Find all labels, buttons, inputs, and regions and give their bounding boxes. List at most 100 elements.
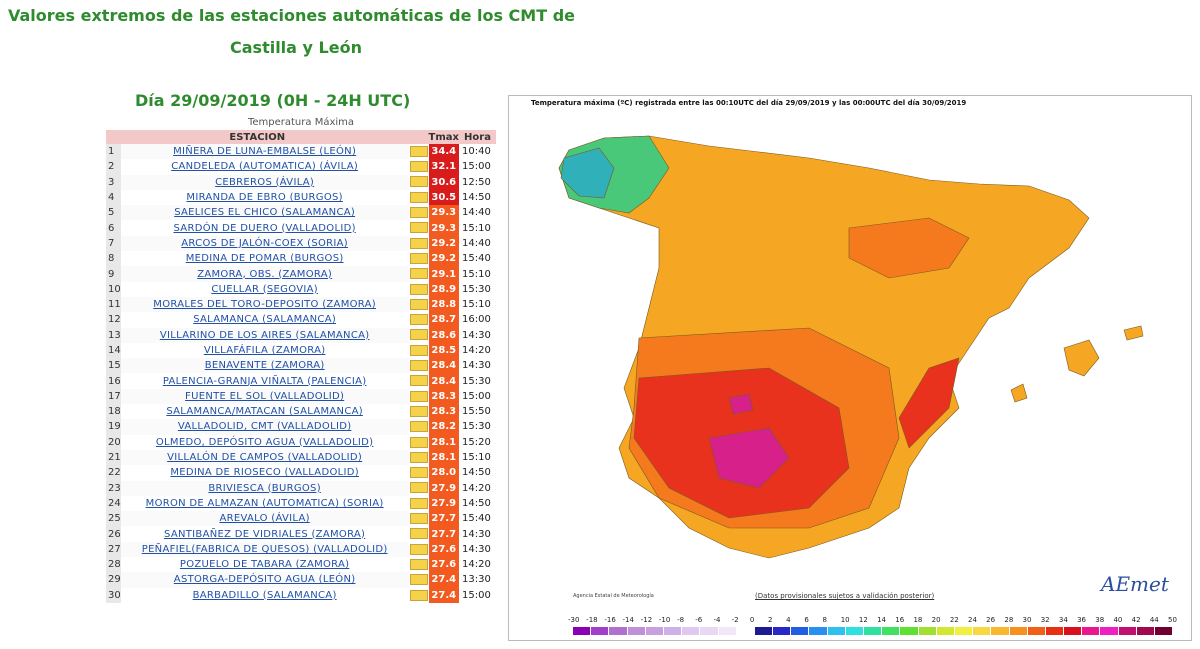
- chart-icon-cell[interactable]: [409, 389, 429, 404]
- station-link[interactable]: MEDINA DE POMAR (BURGOS): [185, 253, 344, 265]
- station-link[interactable]: BARBADILLO (SALAMANCA): [192, 589, 337, 601]
- station-link[interactable]: PEÑAFIEL(FABRICA DE QUESOS) (VALLADOLID): [141, 543, 388, 555]
- station-link[interactable]: MEDINA DE RIOSECO (VALLADOLID): [170, 467, 359, 479]
- temperature-chart-icon[interactable]: [409, 375, 428, 387]
- chart-icon-cell[interactable]: [409, 312, 429, 327]
- temperature-chart-icon[interactable]: [409, 191, 428, 203]
- chart-icon-cell[interactable]: [409, 511, 429, 526]
- temperature-chart-icon[interactable]: [409, 390, 428, 402]
- chart-icon-cell[interactable]: [409, 588, 429, 603]
- temperature-chart-icon[interactable]: [409, 405, 428, 417]
- hora-value: 14:20: [462, 345, 491, 356]
- temperature-chart-icon[interactable]: [409, 436, 428, 448]
- chart-icon-cell[interactable]: [409, 175, 429, 190]
- chart-icon-cell[interactable]: [409, 236, 429, 251]
- temperature-chart-icon[interactable]: [409, 558, 428, 570]
- chart-icon-cell[interactable]: [409, 205, 429, 220]
- chart-icon-cell[interactable]: [409, 251, 429, 266]
- temperature-chart-icon[interactable]: [409, 543, 428, 555]
- station-link[interactable]: MORALES DEL TORO-DEPOSITO (ZAMORA): [153, 299, 376, 311]
- station-link[interactable]: CANDELEDA (AUTOMATICA) (ÁVILA): [171, 161, 359, 173]
- row-number: 20: [106, 434, 121, 450]
- station-link[interactable]: BENAVENTE (ZAMORA): [204, 360, 325, 372]
- station-link[interactable]: OLMEDO, DEPÓSITO AGUA (VALLADOLID): [155, 436, 374, 448]
- station-link[interactable]: VILLAFÁFILA (ZAMORA): [203, 345, 326, 356]
- chart-icon-cell[interactable]: [409, 450, 429, 465]
- station-link[interactable]: ZAMORA, OBS. (ZAMORA): [197, 268, 333, 280]
- chart-icon-cell[interactable]: [409, 343, 429, 358]
- temperature-chart-icon[interactable]: [409, 252, 428, 264]
- temperature-chart-icon[interactable]: [409, 467, 428, 479]
- station-link[interactable]: ARCOS DE JALÓN-COEX (SORIA): [181, 237, 348, 249]
- station-link[interactable]: SALAMANCA (SALAMANCA): [193, 314, 337, 326]
- chart-icon-cell[interactable]: [409, 282, 429, 297]
- station-link[interactable]: POZUELO DE TABARA (ZAMORA): [179, 559, 350, 571]
- chart-icon-cell[interactable]: [409, 557, 429, 572]
- temperature-chart-icon[interactable]: [409, 145, 428, 157]
- temperature-chart-icon[interactable]: [409, 314, 428, 326]
- table-row: 1 MIÑERA DE LUNA-EMBALSE (LEÓN) 34.4 10:40: [106, 144, 496, 160]
- legend-tick-label: 8: [822, 616, 827, 624]
- station-link[interactable]: CEBREROS (ÁVILA): [215, 176, 315, 188]
- station-link[interactable]: MORON DE ALMAZAN (AUTOMATICA) (SORIA): [145, 497, 384, 509]
- temperature-chart-icon[interactable]: [409, 589, 428, 601]
- chart-icon-cell[interactable]: [409, 404, 429, 419]
- station-link[interactable]: SALAMANCA/MATACAN (SALAMANCA): [166, 406, 363, 418]
- station-link[interactable]: SAELICES EL CHICO (SALAMANCA): [174, 207, 356, 219]
- temperature-chart-icon[interactable]: [409, 574, 428, 586]
- station-link[interactable]: MIRANDA DE EBRO (BURGOS): [186, 192, 343, 204]
- station-link[interactable]: CUELLAR (SEGOVIA): [211, 283, 318, 295]
- station-link[interactable]: PALENCIA-GRANJA VIÑALTA (PALENCIA): [162, 375, 367, 387]
- temperature-chart-icon[interactable]: [409, 161, 428, 173]
- station-link[interactable]: BRIVIESCA (BURGOS): [208, 482, 321, 494]
- station-cell: VILLAFÁFILA (ZAMORA): [121, 343, 409, 358]
- station-link[interactable]: SANTIBAÑEZ DE VIDRIALES (ZAMORA): [164, 528, 366, 540]
- chart-icon-cell[interactable]: [409, 435, 429, 450]
- station-link[interactable]: MIÑERA DE LUNA-EMBALSE (LEÓN): [173, 146, 357, 158]
- temperature-chart-icon[interactable]: [409, 497, 428, 509]
- station-link[interactable]: FUENTE EL SOL (VALLADOLID): [185, 390, 345, 402]
- chart-icon-cell[interactable]: [409, 144, 429, 159]
- chart-icon-cell[interactable]: [409, 542, 429, 557]
- chart-icon-cell[interactable]: [409, 465, 429, 480]
- legend-tick-label: 36: [1077, 616, 1086, 624]
- page-subtitle: Castilla y León: [230, 38, 362, 57]
- chart-icon-cell[interactable]: [409, 159, 429, 174]
- legend-tick-label: -14: [622, 616, 634, 624]
- station-link[interactable]: ASTORGA-DEPÓSITO AGUA (LEÓN): [173, 574, 356, 586]
- chart-icon-cell[interactable]: [409, 220, 429, 235]
- chart-icon-cell[interactable]: [409, 358, 429, 373]
- chart-icon-cell[interactable]: [409, 373, 429, 388]
- station-link[interactable]: VILLALÓN DE CAMPOS (VALLADOLID): [167, 452, 363, 464]
- temperature-chart-icon[interactable]: [409, 268, 428, 280]
- chart-icon-cell[interactable]: [409, 297, 429, 312]
- chart-icon-cell[interactable]: [409, 190, 429, 205]
- tmax-value: 28.3: [428, 404, 459, 420]
- temperature-chart-icon[interactable]: [409, 528, 428, 540]
- chart-icon-cell[interactable]: [409, 266, 429, 281]
- temperature-chart-icon[interactable]: [409, 207, 428, 219]
- station-link[interactable]: VILLARINO DE LOS AIRES (SALAMANCA): [159, 329, 370, 341]
- chart-icon-cell[interactable]: [409, 328, 429, 343]
- chart-icon-cell[interactable]: [409, 526, 429, 541]
- temperature-chart-icon[interactable]: [409, 237, 428, 249]
- temperature-chart-icon[interactable]: [409, 344, 428, 356]
- temperature-chart-icon[interactable]: [409, 176, 428, 188]
- temperature-chart-icon[interactable]: [409, 298, 428, 310]
- temperature-chart-icon[interactable]: [409, 421, 428, 433]
- temperature-chart-icon[interactable]: [409, 360, 428, 372]
- temperature-chart-icon[interactable]: [409, 222, 428, 234]
- temperature-chart-icon[interactable]: [409, 482, 428, 494]
- chart-icon-cell[interactable]: [409, 419, 429, 434]
- chart-icon-cell[interactable]: [409, 572, 429, 587]
- temperature-chart-icon[interactable]: [409, 451, 428, 463]
- station-link[interactable]: VALLADOLID, CMT (VALLADOLID): [177, 421, 352, 433]
- chart-icon-cell[interactable]: [409, 496, 429, 511]
- temperature-chart-icon[interactable]: [409, 283, 428, 295]
- station-link[interactable]: AREVALO (ÁVILA): [219, 513, 310, 525]
- legend-color-swatch: [973, 627, 992, 635]
- temperature-chart-icon[interactable]: [409, 329, 428, 341]
- temperature-chart-icon[interactable]: [409, 513, 428, 525]
- chart-icon-cell[interactable]: [409, 481, 429, 496]
- station-link[interactable]: SARDÓN DE DUERO (VALLADOLID): [173, 222, 356, 234]
